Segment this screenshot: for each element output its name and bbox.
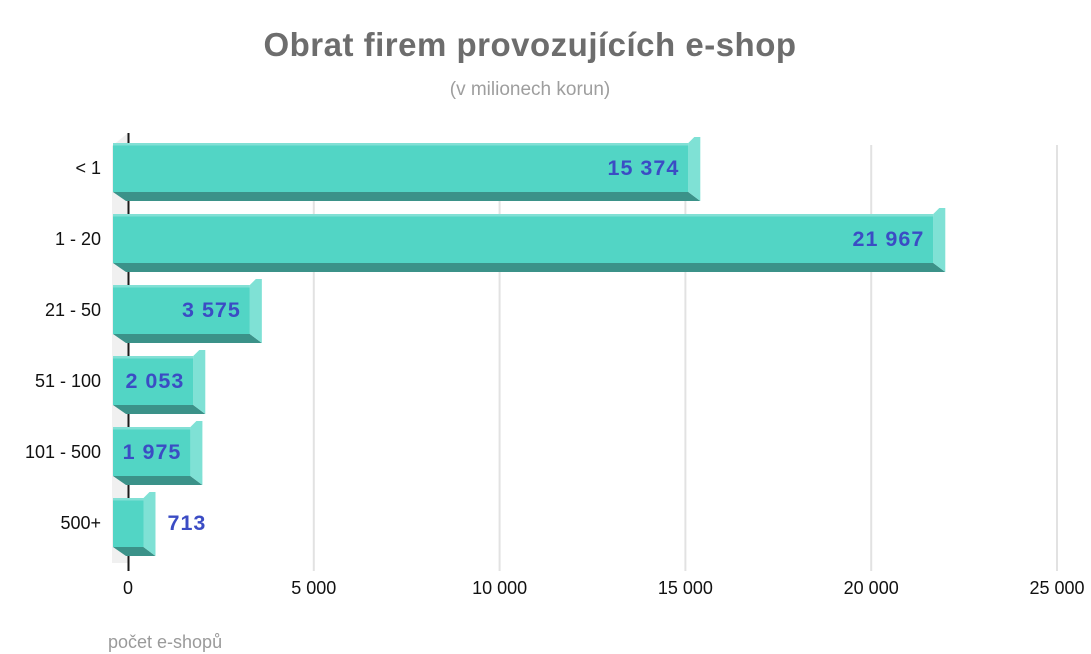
bar-bottom-face xyxy=(113,192,701,201)
bar-highlight xyxy=(113,427,191,430)
value-label: 3 575 xyxy=(182,298,241,322)
bar xyxy=(113,285,250,334)
x-tick-label: 5 000 xyxy=(291,578,336,598)
bar-bottom-face xyxy=(113,334,262,343)
value-label: 21 967 xyxy=(853,227,925,251)
value-label: 15 374 xyxy=(608,156,680,180)
bar xyxy=(113,356,194,405)
chart-title: Obrat firem provozujících e-shop xyxy=(263,26,797,63)
bar-end-cap xyxy=(193,350,206,414)
bar-highlight xyxy=(113,356,194,359)
bar-end-cap xyxy=(933,208,946,272)
x-tick-label: 20 000 xyxy=(844,578,899,598)
bar-end-cap xyxy=(143,492,156,556)
bar-highlight xyxy=(113,285,250,288)
y-tick-label: 51 - 100 xyxy=(35,371,101,391)
bar-highlight xyxy=(113,143,689,146)
x-tick-label: 25 000 xyxy=(1029,578,1084,598)
x-axis-title: počet e-shopů xyxy=(108,632,223,652)
value-label: 713 xyxy=(167,511,206,535)
y-tick-label: 101 - 500 xyxy=(25,442,101,462)
bar xyxy=(113,143,689,192)
bar xyxy=(113,427,191,476)
bar-highlight xyxy=(113,498,144,501)
bar-bottom-face xyxy=(113,405,206,414)
bar-bottom-face xyxy=(113,476,203,485)
value-label: 1 975 xyxy=(123,440,182,464)
bar-highlight xyxy=(113,214,934,217)
x-tick-label: 10 000 xyxy=(472,578,527,598)
bar-bottom-face xyxy=(113,547,156,556)
bar-end-cap xyxy=(688,137,701,201)
bar-end-cap xyxy=(249,279,262,343)
bar-bottom-face xyxy=(113,263,946,272)
bar xyxy=(113,214,934,263)
y-tick-label: < 1 xyxy=(75,158,101,178)
bar-end-cap xyxy=(190,421,203,485)
x-tick-label: 15 000 xyxy=(658,578,713,598)
y-tick-label: 21 - 50 xyxy=(45,300,101,320)
value-label: 2 053 xyxy=(125,369,184,393)
x-tick-label: 0 xyxy=(123,578,133,598)
y-tick-label: 500+ xyxy=(60,513,101,533)
y-tick-label: 1 - 20 xyxy=(55,229,101,249)
chart-subtitle: (v milionech korun) xyxy=(449,79,611,100)
bar xyxy=(113,498,144,547)
